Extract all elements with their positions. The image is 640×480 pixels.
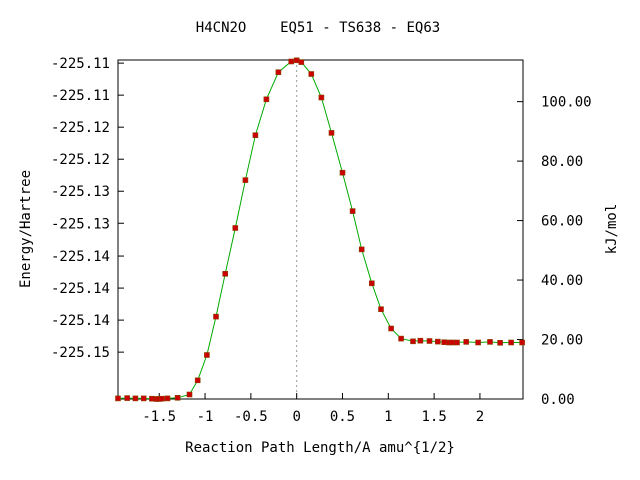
data-point — [328, 130, 335, 136]
data-point — [519, 339, 525, 346]
y-tick-label: -225.14 — [51, 249, 110, 265]
y-tick-label: -225.11 — [51, 56, 110, 72]
data-point — [275, 69, 282, 75]
data-point — [242, 177, 249, 183]
data-point — [449, 339, 456, 346]
y2-tick-label: 40.00 — [541, 273, 583, 289]
y-tick-label: -225.13 — [51, 184, 110, 200]
y-tick-label: -225.12 — [51, 120, 110, 136]
x-tick-label: 0.5 — [330, 409, 355, 425]
y-tick-label: -225.14 — [51, 313, 110, 329]
data-point — [378, 306, 384, 313]
series-line — [117, 59, 523, 400]
data-point — [487, 339, 493, 345]
x-axis-label: Reaction Path Length/A amu^{1/2} — [185, 440, 455, 456]
data-point — [288, 58, 295, 65]
y-tick-label: -225.14 — [51, 281, 110, 297]
data-point — [164, 395, 171, 402]
x-tick-label: 1 — [384, 409, 392, 425]
x-tick-label: -1.5 — [142, 409, 176, 425]
data-point — [318, 94, 325, 101]
x-tick-label: 1.5 — [421, 409, 446, 425]
data-point — [417, 337, 424, 344]
data-point — [159, 395, 165, 402]
y2-tick-label: 0.00 — [541, 392, 575, 408]
data-point — [149, 395, 155, 402]
x-axis-ticks: -1.5 -1 -0.5 0 0.5 1 1.5 2 — [142, 393, 484, 425]
data-point — [204, 352, 210, 358]
data-point — [186, 391, 193, 398]
data-point — [463, 339, 470, 345]
data-point — [475, 339, 481, 346]
data-point — [508, 339, 514, 346]
y-tick-label: -225.12 — [51, 152, 110, 168]
x-tick-label: 2 — [476, 409, 484, 425]
x-tick-label: -0.5 — [234, 409, 268, 425]
data-point — [132, 395, 139, 402]
data-point — [140, 395, 147, 402]
y2-tick-label: 20.00 — [541, 333, 583, 349]
data-point — [426, 338, 433, 344]
x-tick-label: -1 — [197, 409, 214, 425]
y2-axis-ticks: 0.00 20.00 40.00 60.00 80.00 100.00 — [517, 95, 592, 408]
data-point — [358, 246, 365, 253]
data-point — [263, 96, 270, 103]
data-point — [174, 394, 181, 401]
plot-frame — [117, 59, 524, 400]
y-tick-label: -225.15 — [51, 345, 110, 361]
data-point — [398, 335, 404, 342]
data-point — [410, 338, 416, 345]
y2-tick-label: 60.00 — [541, 214, 583, 230]
y-axis-ticks: -225.11 -225.11 -225.12 -225.12 -225.13 -225.… — [51, 56, 124, 361]
data-point — [454, 339, 460, 346]
chart-title: H4CN2O EQ51 - TS638 - EQ63 — [196, 20, 440, 36]
data-point — [194, 377, 201, 384]
data-point — [213, 313, 219, 320]
data-points — [115, 57, 525, 402]
data-point — [252, 132, 259, 138]
data-point — [434, 338, 441, 345]
y-axis-label: Energy/Hartree — [18, 170, 34, 288]
data-point — [339, 169, 346, 176]
data-point — [368, 280, 375, 287]
y2-tick-label: 80.00 — [541, 154, 583, 170]
y2-tick-label: 100.00 — [541, 95, 592, 111]
y2-axis-label: kJ/mol — [604, 204, 620, 255]
y-tick-label: -225.11 — [51, 88, 110, 104]
x-tick-label: 0 — [292, 409, 300, 425]
data-point — [308, 71, 315, 77]
data-point — [232, 225, 239, 231]
data-point — [115, 395, 121, 402]
data-point — [222, 270, 228, 277]
data-point — [349, 208, 356, 214]
data-point — [298, 59, 305, 65]
data-point — [124, 395, 130, 401]
data-point — [388, 325, 394, 332]
data-point — [441, 339, 448, 346]
data-point — [497, 339, 503, 346]
y-tick-label: -225.13 — [51, 216, 110, 232]
data-point — [293, 57, 300, 64]
